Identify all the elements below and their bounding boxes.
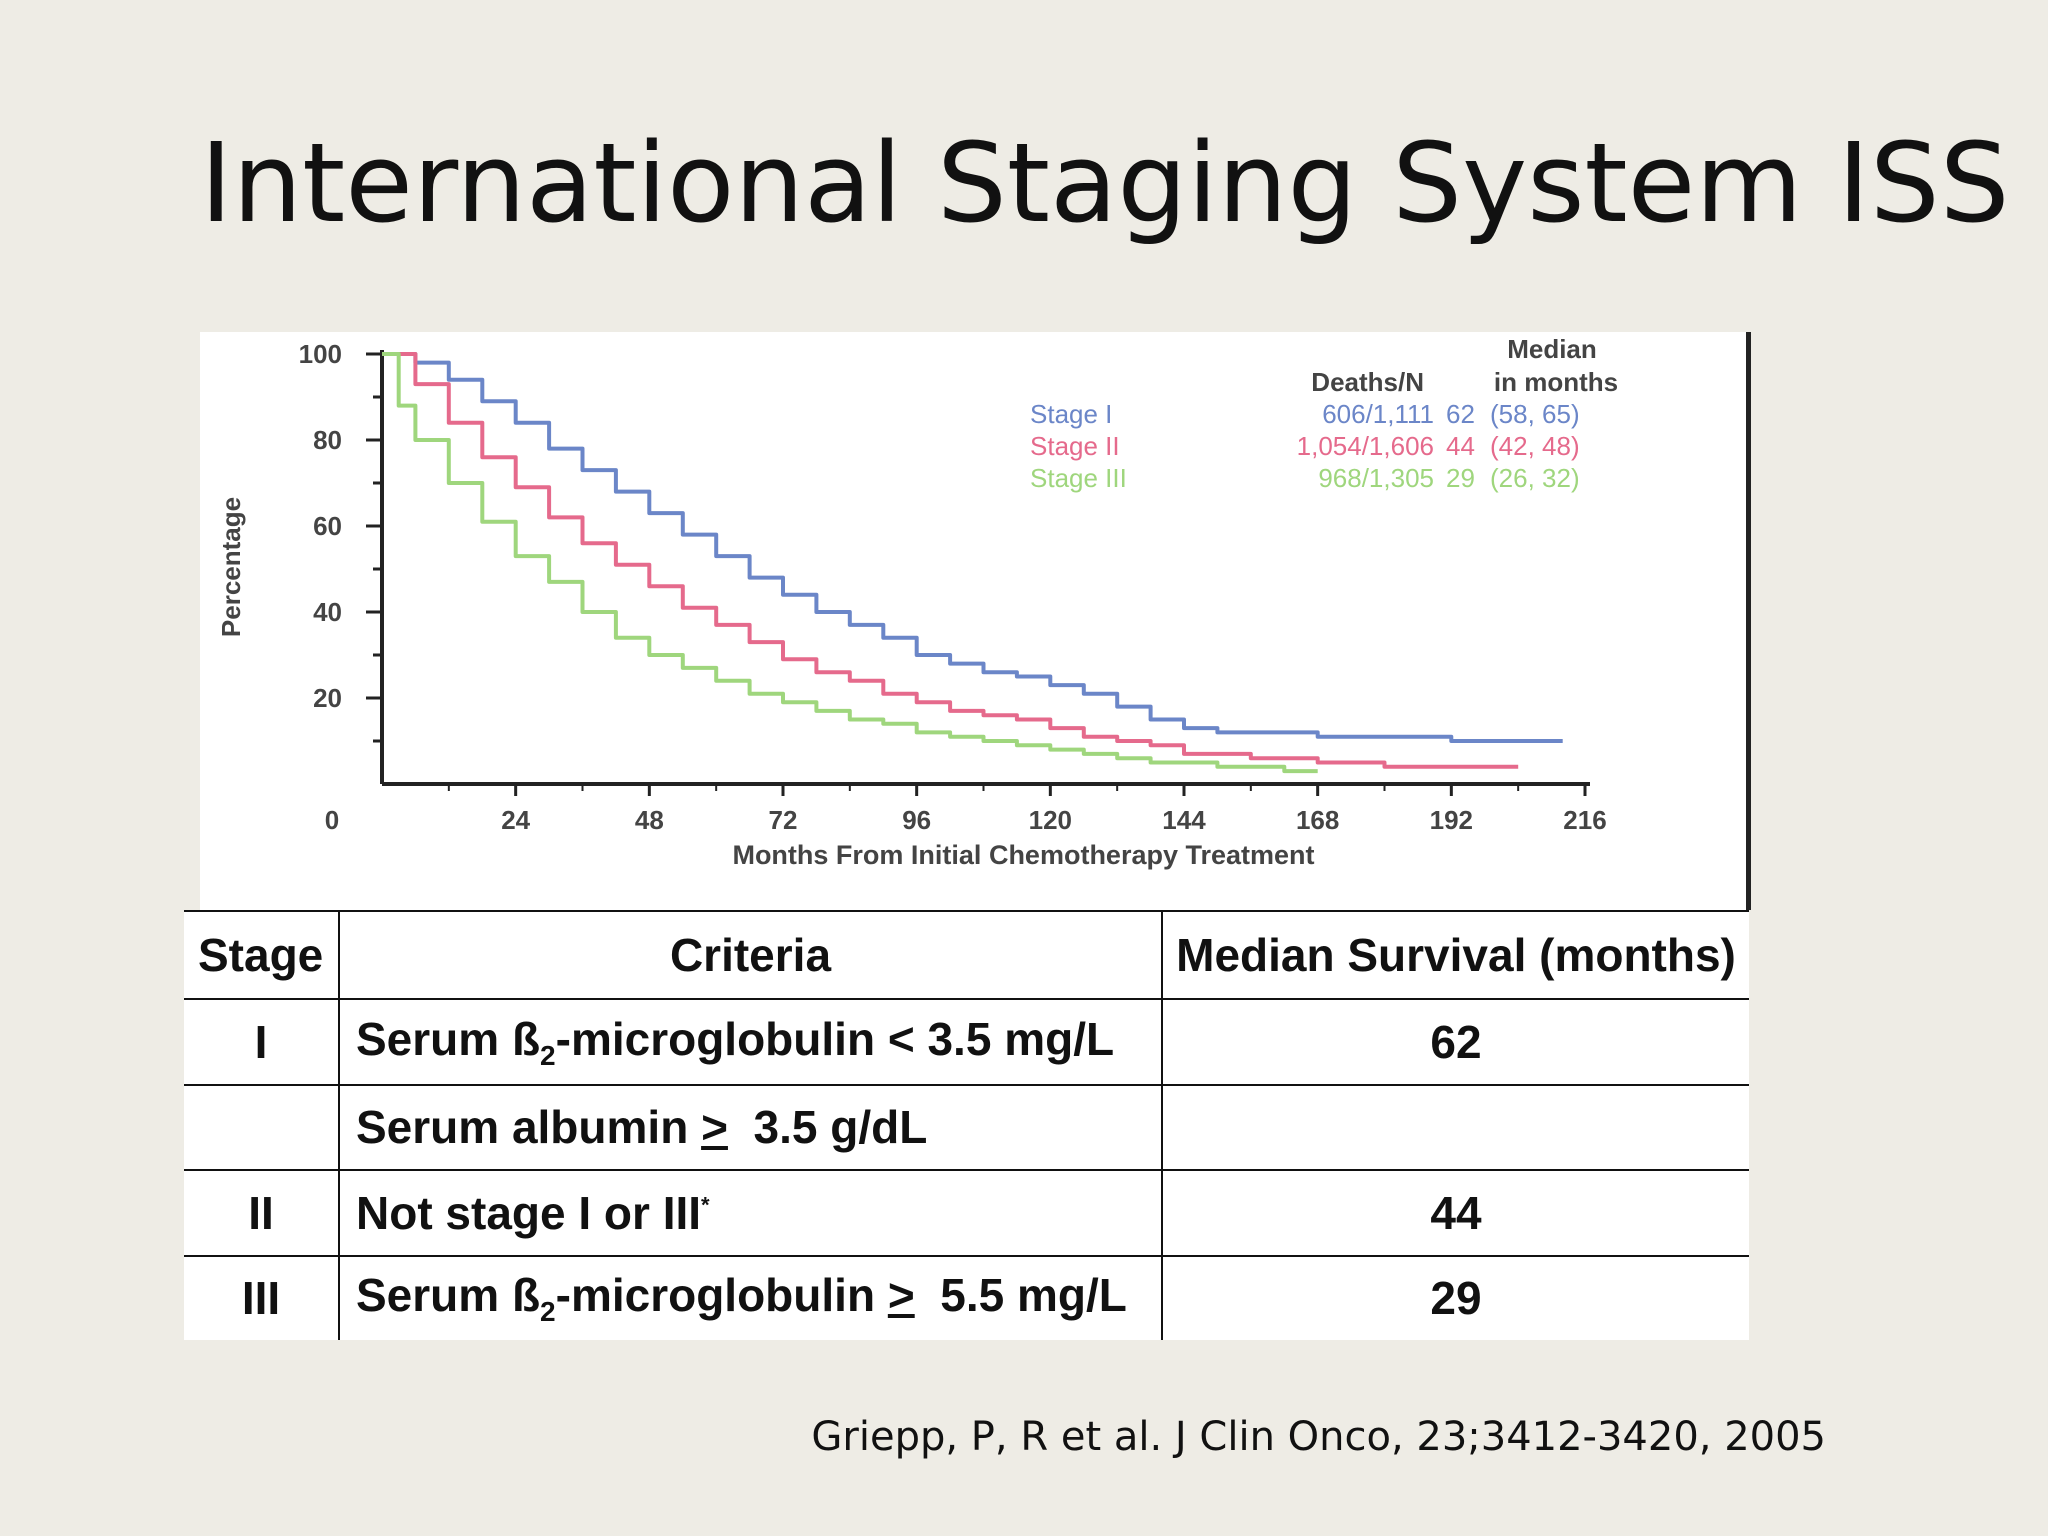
legend-ci: (42, 48): [1490, 431, 1580, 461]
x-tick-label: 0: [325, 805, 339, 835]
stage-cell: III: [184, 1254, 339, 1340]
subscript: 2: [540, 1039, 556, 1071]
iss-criteria-table: Stage Criteria Median Survival (months) …: [184, 910, 1749, 1340]
x-axis-title: Months From Initial Chemotherapy Treatme…: [732, 840, 1314, 870]
header-criteria: Criteria: [338, 910, 1162, 999]
x-tick-label: 168: [1296, 805, 1339, 835]
x-tick-label: 144: [1162, 805, 1206, 835]
criteria-cell: Not stage I or III*: [338, 1169, 1162, 1256]
legend-header-deaths: Deaths/N: [1311, 367, 1424, 397]
legend-label: Stage III: [1030, 463, 1127, 493]
criteria-text: Serum albumin: [356, 1101, 702, 1154]
header-stage: Stage: [184, 910, 339, 999]
stage-cell: I: [184, 998, 339, 1085]
survival-cell: 62: [1161, 998, 1749, 1085]
y-tick-label: 80: [313, 425, 342, 455]
greater-equal-symbol: >: [701, 1101, 728, 1154]
legend-label: Stage I: [1030, 399, 1112, 429]
series-line-stage-2: [382, 352, 1519, 769]
criteria-cell: Serum ß2-microglobulin > 5.5 mg/L: [338, 1254, 1162, 1340]
x-tick-label: 24: [501, 805, 530, 835]
legend-median: 44: [1446, 431, 1475, 461]
criteria-text: 3.5 g/dL: [727, 1101, 928, 1154]
survival-chart: 100 80 60 40 20 0 24 48 72 96 120 144 168 192 216 Month…: [200, 332, 1751, 910]
table-row: III Serum ß2-microglobulin > 5.5 mg/L 29: [184, 1254, 1749, 1340]
legend-deaths-n: 968/1,305: [1318, 463, 1434, 493]
stage-cell: [184, 1083, 339, 1170]
legend-ci: (26, 32): [1490, 463, 1580, 493]
greater-equal-symbol: >: [887, 1269, 915, 1322]
legend-deaths-n: 606/1,111: [1322, 399, 1434, 429]
subscript: 2: [540, 1296, 556, 1328]
legend-header-in-months: in months: [1494, 367, 1618, 397]
y-tick-label: 40: [313, 597, 342, 627]
y-tick-label: 20: [313, 683, 342, 713]
x-tick-label: 216: [1563, 805, 1606, 835]
citation: Griepp, P, R et al. J Clin Onco, 23;3412…: [811, 1414, 1826, 1460]
legend-median: 29: [1446, 463, 1475, 493]
criteria-text: Serum ß: [356, 1269, 541, 1322]
legend-median: 62: [1446, 399, 1475, 429]
criteria-text: Serum ß: [356, 1012, 541, 1065]
footnote-marker: *: [701, 1192, 710, 1218]
criteria-cell: Serum ß2-microglobulin < 3.5 mg/L: [338, 998, 1162, 1085]
x-tick-label: 48: [635, 805, 664, 835]
table-row: II Not stage I or III* 44: [184, 1169, 1749, 1256]
criteria-cell: Serum albumin > 3.5 g/dL: [338, 1083, 1162, 1170]
survival-cell: 29: [1161, 1254, 1749, 1340]
header-median-survival: Median Survival (months): [1161, 910, 1749, 999]
criteria-text: 5.5 mg/L: [914, 1269, 1127, 1322]
series-line-stage-3: [382, 352, 1318, 774]
x-tick-label: 120: [1029, 805, 1072, 835]
table-row: I Serum ß2-microglobulin < 3.5 mg/L 62: [184, 998, 1749, 1085]
legend-ci: (58, 65): [1490, 399, 1580, 429]
legend-header-median: Median: [1507, 334, 1597, 364]
stage-cell: II: [184, 1169, 339, 1256]
criteria-text: -microglobulin < 3.5 mg/L: [555, 1012, 1115, 1065]
legend-label: Stage II: [1030, 431, 1120, 461]
y-tick-label: 100: [299, 339, 342, 369]
survival-cell: 44: [1161, 1169, 1749, 1256]
slide-title: International Staging System ISS: [200, 119, 2010, 247]
table-header-row: Stage Criteria Median Survival (months): [184, 910, 1749, 999]
legend-deaths-n: 1,054/1,606: [1297, 431, 1434, 461]
x-tick-label: 72: [769, 805, 798, 835]
x-tick-label: 96: [902, 805, 931, 835]
x-tick-label: 192: [1430, 805, 1473, 835]
survival-chart-svg: 100 80 60 40 20 0 24 48 72 96 120 144 168 192 216 Month…: [216, 334, 1618, 870]
table-row: Serum albumin > 3.5 g/dL: [184, 1083, 1749, 1170]
series-line-stage-1: [382, 352, 1563, 743]
criteria-text: Not stage I or III: [356, 1186, 702, 1239]
y-axis-title: Percentage: [216, 497, 246, 637]
y-tick-label: 60: [313, 511, 342, 541]
criteria-text: -microglobulin: [555, 1269, 888, 1322]
survival-cell: [1161, 1083, 1749, 1170]
